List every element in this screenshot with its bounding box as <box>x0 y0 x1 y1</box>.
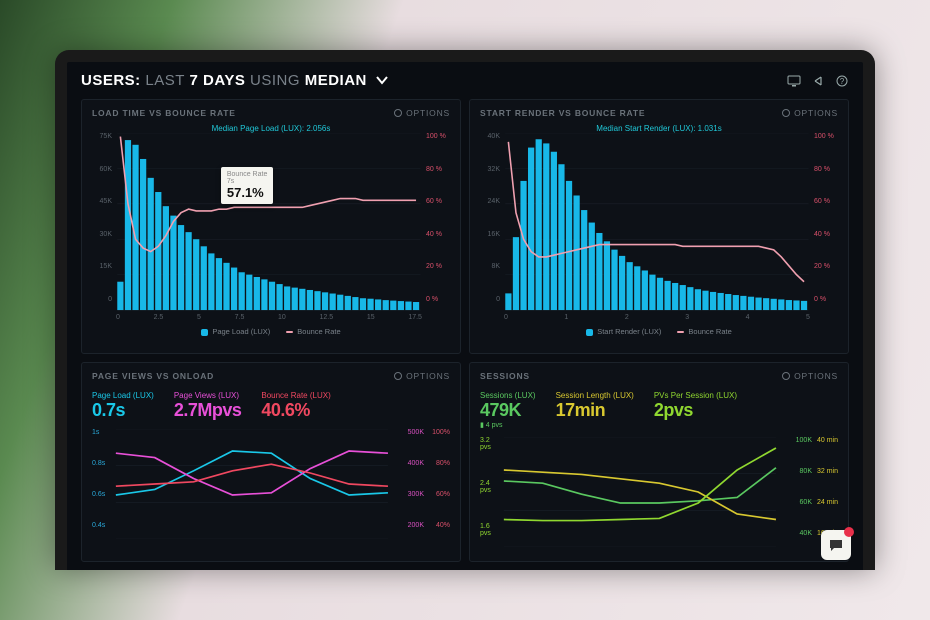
monitor-icon[interactable] <box>787 74 801 88</box>
header-toolbar: ? <box>787 74 849 88</box>
panel-title: PAGE VIEWS VS ONLOAD <box>92 371 214 381</box>
panel-load-time: LOAD TIME VS BOUNCE RATE OPTIONS Median … <box>81 99 461 354</box>
panel-title: LOAD TIME VS BOUNCE RATE <box>92 108 236 118</box>
options-button[interactable]: OPTIONS <box>782 108 838 118</box>
legend-item: Start Render (LUX) <box>586 327 661 336</box>
page-title[interactable]: USERS: LAST 7 DAYS USING MEDIAN <box>81 72 388 89</box>
legend-item: Bounce Rate <box>286 327 340 336</box>
chart-subtitle: Median Start Render (LUX): 1.031s <box>480 124 838 133</box>
share-icon[interactable] <box>811 74 825 88</box>
chart-tooltip: Bounce Rate 7s 57.1% <box>221 167 273 204</box>
help-icon[interactable]: ? <box>835 74 849 88</box>
gear-icon <box>782 372 790 380</box>
metrics-row: Sessions (LUX)479K▮ 4 pvs Session Length … <box>480 387 838 437</box>
panel-sessions: SESSIONS OPTIONS Sessions (LUX)479K▮ 4 p… <box>469 362 849 562</box>
chart-page-views: 1s0.8s0.6s0.4s 500K400K300K200K 100%80%6… <box>92 429 450 539</box>
panel-title: SESSIONS <box>480 371 530 381</box>
metric: Bounce Rate (LUX)40.6% <box>261 391 330 421</box>
chart-sessions: 3.2 pvs2.4 pvs1.6 pvs 100K80K60K40K 40 m… <box>480 437 838 547</box>
title-last: LAST <box>145 72 185 89</box>
chart-load-time: 75K60K45K30K15K0 100 %80 %60 %40 %20 %0 … <box>92 133 450 323</box>
gear-icon <box>394 372 402 380</box>
metric: Sessions (LUX)479K▮ 4 pvs <box>480 391 536 429</box>
metric: Session Length (LUX)17min <box>556 391 634 429</box>
metrics-row: Page Load (LUX)0.7s Page Views (LUX)2.7Mp… <box>92 387 450 429</box>
metric: Page Views (LUX)2.7Mpvs <box>174 391 242 421</box>
chevron-down-icon[interactable] <box>376 72 388 89</box>
gear-icon <box>394 109 402 117</box>
title-days: 7 DAYS <box>190 72 246 89</box>
title-using: USING <box>250 72 300 89</box>
title-median: MEDIAN <box>305 72 367 89</box>
chart-legend: Page Load (LUX) Bounce Rate <box>92 323 450 336</box>
laptop-frame: USERS: LAST 7 DAYS USING MEDIAN ? LOAD T… <box>55 50 875 570</box>
panel-grid: LOAD TIME VS BOUNCE RATE OPTIONS Median … <box>81 99 849 562</box>
chart-start-render: 40K32K24K16K8K0 100 %80 %60 %40 %20 %0 %… <box>480 133 838 323</box>
options-button[interactable]: OPTIONS <box>394 108 450 118</box>
header: USERS: LAST 7 DAYS USING MEDIAN ? <box>81 72 849 99</box>
chat-widget[interactable] <box>821 530 851 560</box>
dashboard-screen: USERS: LAST 7 DAYS USING MEDIAN ? LOAD T… <box>67 62 863 570</box>
panel-title: START RENDER VS BOUNCE RATE <box>480 108 645 118</box>
options-button[interactable]: OPTIONS <box>394 371 450 381</box>
legend-item: Bounce Rate <box>677 327 731 336</box>
panel-start-render: START RENDER VS BOUNCE RATE OPTIONS Medi… <box>469 99 849 354</box>
metric: PVs Per Session (LUX)2pvs <box>654 391 737 429</box>
options-button[interactable]: OPTIONS <box>782 371 838 381</box>
title-prefix: USERS: <box>81 72 141 89</box>
panel-page-views: PAGE VIEWS VS ONLOAD OPTIONS Page Load (… <box>81 362 461 562</box>
legend-item: Page Load (LUX) <box>201 327 270 336</box>
chart-legend: Start Render (LUX) Bounce Rate <box>480 323 838 336</box>
chart-subtitle: Median Page Load (LUX): 2.056s <box>92 124 450 133</box>
gear-icon <box>782 109 790 117</box>
metric: Page Load (LUX)0.7s <box>92 391 154 421</box>
svg-text:?: ? <box>840 77 845 86</box>
